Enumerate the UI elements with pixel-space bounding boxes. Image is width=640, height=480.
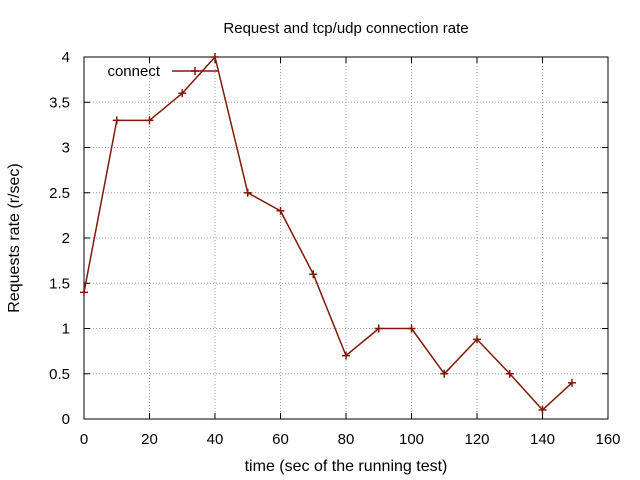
data-point bbox=[178, 89, 187, 98]
legend-marker-connect bbox=[191, 67, 199, 75]
y-tick-label: 3.5 bbox=[49, 94, 70, 111]
x-tick-label: 20 bbox=[141, 431, 158, 448]
x-tick-label: 80 bbox=[338, 431, 355, 448]
data-point bbox=[80, 288, 88, 297]
x-tick-label: 0 bbox=[80, 431, 88, 448]
y-tick-label: 0 bbox=[62, 411, 70, 428]
y-tick-label: 1 bbox=[62, 321, 70, 338]
data-point bbox=[407, 324, 416, 333]
series-group bbox=[80, 53, 576, 414]
y-axis: 0 0.5 1 1.5 2 2.5 3 3.5 4 bbox=[49, 49, 608, 428]
legend: connect bbox=[107, 63, 218, 80]
y-tick-label: 4 bbox=[62, 49, 70, 66]
x-tick-label: 60 bbox=[272, 431, 289, 448]
x-tick-label: 160 bbox=[595, 431, 620, 448]
data-point bbox=[473, 335, 481, 344]
x-axis: 0 20 40 60 80 100 120 140 160 bbox=[80, 57, 621, 448]
series-line-connect bbox=[83, 56, 573, 411]
data-point bbox=[374, 324, 383, 333]
data-point bbox=[276, 206, 285, 215]
y-tick-label: 2.5 bbox=[49, 185, 70, 202]
data-point bbox=[342, 351, 350, 360]
x-tick-label: 100 bbox=[399, 431, 424, 448]
x-axis-label: time (sec of the running test) bbox=[245, 458, 448, 475]
chart-title: Request and tcp/udp connection rate bbox=[223, 20, 468, 37]
data-point bbox=[538, 405, 547, 414]
data-point bbox=[145, 116, 154, 125]
y-tick-label: 0.5 bbox=[49, 366, 70, 383]
data-point bbox=[309, 270, 318, 279]
x-tick-label: 140 bbox=[530, 431, 555, 448]
y-tick-label: 2 bbox=[62, 230, 70, 247]
legend-label-connect: connect bbox=[107, 63, 160, 80]
y-tick-label: 1.5 bbox=[49, 275, 70, 292]
data-point bbox=[505, 369, 514, 378]
data-point bbox=[440, 369, 449, 378]
data-point bbox=[243, 188, 252, 197]
data-point bbox=[211, 53, 219, 61]
y-tick-label: 3 bbox=[62, 140, 70, 157]
x-tick-label: 40 bbox=[207, 431, 224, 448]
x-tick-label: 120 bbox=[464, 431, 489, 448]
grid bbox=[84, 57, 608, 419]
y-axis-label: Requests rate (r/sec) bbox=[6, 163, 23, 312]
data-point bbox=[112, 116, 121, 125]
data-point bbox=[567, 378, 576, 387]
